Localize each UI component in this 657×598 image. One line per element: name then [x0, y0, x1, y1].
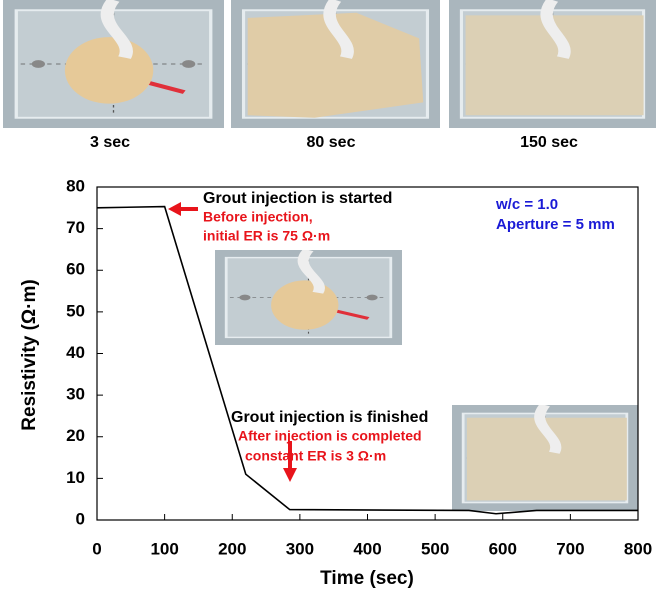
photo — [449, 0, 656, 128]
y-tick-label: 10 — [66, 468, 85, 487]
y-tick-label: 50 — [66, 301, 85, 320]
annotation: w/c = 1.0 — [495, 196, 558, 213]
y-axis-label: Resistivity (Ω·m) — [19, 279, 40, 430]
photo-caption: 3 sec — [90, 134, 130, 151]
arrow — [283, 468, 297, 482]
photo — [231, 0, 440, 128]
arrow — [168, 202, 181, 216]
photo — [3, 0, 224, 128]
y-tick-label: 60 — [66, 260, 85, 279]
annotation: Grout injection is finished — [231, 409, 428, 426]
photo-caption: 80 sec — [307, 134, 356, 151]
annotation: After injection is completed — [238, 428, 422, 444]
x-axis-label: Time (sec) — [320, 568, 414, 589]
x-tick-label: 700 — [556, 539, 584, 558]
annotation: Before injection, — [203, 209, 313, 225]
annotation: constant ER is 3 Ω·m — [245, 448, 386, 464]
annotation: Aperture = 5 mm — [496, 216, 615, 233]
x-tick-label: 600 — [489, 539, 517, 558]
x-tick-label: 100 — [150, 539, 178, 558]
y-tick-label: 80 — [66, 176, 85, 195]
x-tick-label: 200 — [218, 539, 246, 558]
y-tick-label: 70 — [66, 218, 85, 237]
y-tick-label: 40 — [66, 343, 85, 362]
x-tick-label: 800 — [624, 539, 652, 558]
y-tick-label: 30 — [66, 385, 85, 404]
inset-photo — [215, 250, 402, 345]
x-tick-label: 300 — [286, 539, 314, 558]
y-tick-label: 0 — [76, 509, 85, 528]
y-tick-label: 20 — [66, 426, 85, 445]
figure: 3 sec 80 sec 150 sec Time (sec) Resistiv… — [0, 0, 657, 593]
inset-photo — [452, 405, 638, 511]
photo-caption: 150 sec — [520, 134, 578, 151]
x-tick-label: 500 — [421, 539, 449, 558]
x-tick-label: 400 — [353, 539, 381, 558]
annotation: initial ER is 75 Ω·m — [203, 228, 330, 244]
x-tick-label: 0 — [92, 539, 101, 558]
annotation: Grout injection is started — [203, 190, 392, 207]
